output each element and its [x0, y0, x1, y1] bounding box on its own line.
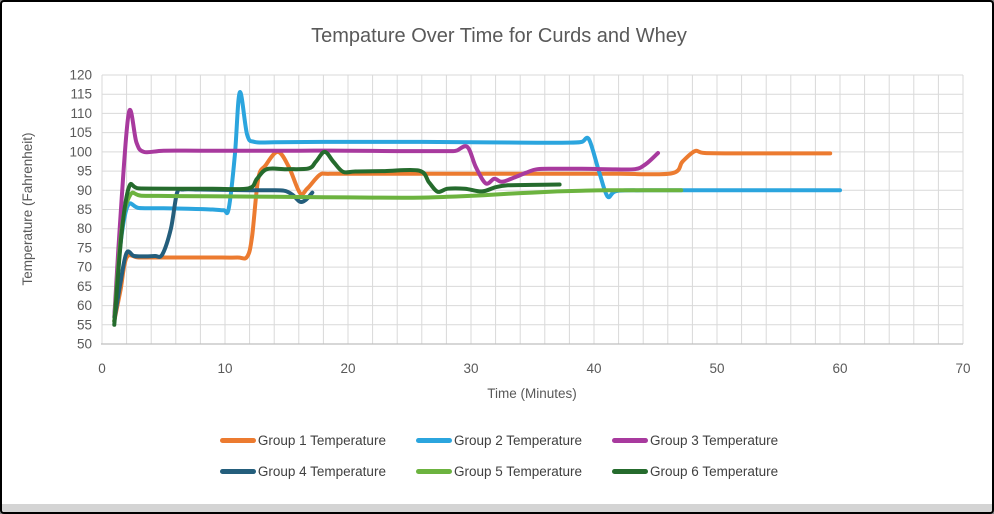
y-tick-label: 105 — [69, 125, 92, 140]
x-tick-label: 30 — [463, 361, 478, 376]
y-tick-label: 100 — [69, 144, 92, 159]
chart-title: Tempature Over Time for Curds and Whey — [311, 25, 687, 47]
y-tick-label: 70 — [77, 260, 92, 275]
x-tick-label: 0 — [98, 361, 106, 376]
series-line-group-3 — [112, 107, 660, 320]
y-axis-title: Temperature (Fahrenheit) — [20, 132, 35, 285]
legend-label: Group 2 Temperature — [453, 433, 583, 448]
legend-swatch — [612, 438, 649, 443]
axes: 0 10 20 30 40 50 60 70 50 55 60 65 70 75 80 85 90 95 100 10… — [69, 68, 970, 377]
legend-label: Group 6 Temperature — [650, 464, 779, 479]
x-tick-label: 50 — [709, 361, 724, 376]
x-tick-label: 10 — [217, 361, 232, 376]
y-tick-label: 95 — [77, 164, 92, 179]
legend-swatch — [612, 469, 649, 474]
y-tick-label: 50 — [77, 337, 92, 352]
temperature-chart: 0 10 20 30 40 50 60 70 50 55 60 65 70 75 80 85 90 95 100 10… — [20, 25, 971, 401]
x-tick-label: 40 — [586, 361, 601, 376]
legend-label: Group 3 Temperature — [650, 433, 779, 448]
legend-row: Group 4 Temperature Group 5 Temperature Gr… — [219, 456, 778, 487]
y-tick-label: 120 — [69, 68, 92, 83]
legend-item-group-2: Group 2 Temperature — [415, 433, 583, 448]
y-tick-label: 65 — [77, 279, 92, 294]
y-tick-label: 115 — [70, 87, 92, 102]
legend-item-group-1: Group 1 Temperature — [219, 433, 386, 448]
legend-label: Group 4 Temperature — [257, 464, 386, 479]
gridlines — [101, 74, 964, 345]
x-axis-title: Time (Minutes) — [487, 386, 577, 401]
legend-swatch — [415, 469, 452, 474]
legend-item-group-6: Group 6 Temperature — [612, 464, 778, 479]
series-line-group-6 — [112, 149, 562, 327]
legend-label: Group 5 Temperature — [453, 464, 583, 479]
legend-row: Group 1 Temperature Group 2 Temperature Gr… — [219, 425, 778, 456]
chart-legend: Group 1 Temperature Group 2 Temperature Gr… — [2, 425, 992, 487]
legend-item-group-5: Group 5 Temperature — [415, 464, 583, 479]
y-tick-label: 75 — [77, 240, 92, 255]
legend-item-group-3: Group 3 Temperature — [612, 433, 778, 448]
x-tick-label: 60 — [832, 361, 847, 376]
y-tick-label: 85 — [77, 202, 92, 217]
legend-swatch — [415, 438, 452, 443]
y-tick-label: 90 — [77, 183, 92, 198]
y-tick-label: 55 — [77, 317, 92, 332]
y-tick-label: 80 — [77, 221, 92, 236]
x-tick-label: 70 — [955, 361, 970, 376]
y-tick-label: 110 — [70, 106, 92, 121]
legend-item-group-4: Group 4 Temperature — [219, 464, 386, 479]
legend-swatch — [219, 438, 256, 443]
footer-bar — [2, 504, 992, 512]
series-line-group-1 — [112, 148, 833, 323]
y-tick-label: 60 — [77, 298, 92, 313]
legend-label: Group 1 Temperature — [257, 433, 386, 448]
series-line-group-5 — [112, 188, 684, 323]
series-line-group-2 — [112, 90, 842, 320]
legend-swatch — [219, 469, 256, 474]
x-tick-label: 20 — [340, 361, 355, 376]
series-lines — [112, 90, 842, 327]
